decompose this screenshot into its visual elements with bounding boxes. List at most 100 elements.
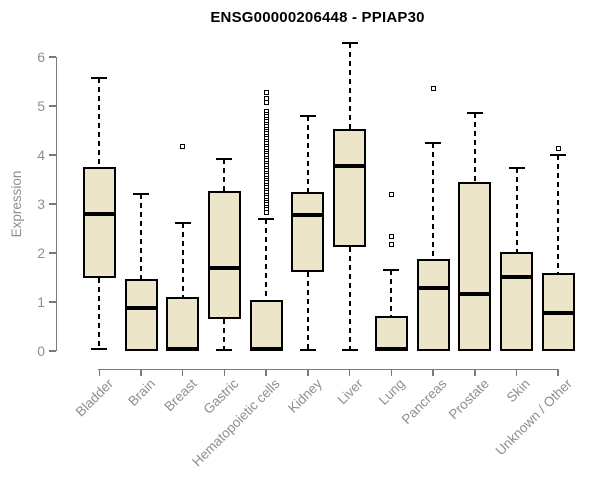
median-line — [249, 346, 283, 351]
box — [374, 315, 408, 351]
x-axis-tick — [307, 368, 309, 376]
y-tick-label: 5 — [37, 98, 45, 114]
upper-whisker-cap — [216, 158, 233, 161]
lower-whisker-cap — [91, 347, 108, 350]
y-tick-label: 2 — [37, 245, 45, 261]
upper-whisker-cap — [133, 193, 150, 196]
upper-whisker-cap — [341, 42, 358, 45]
box — [249, 299, 283, 351]
median-line — [166, 346, 200, 351]
box — [166, 296, 200, 351]
y-tick-label: 3 — [37, 196, 45, 212]
x-axis-tick — [181, 368, 184, 376]
median-line — [124, 305, 158, 310]
x-axis-tick — [348, 368, 351, 376]
x-category-label: Gastric — [200, 376, 242, 417]
outlier-point — [555, 145, 561, 151]
upper-whisker-cap — [550, 154, 567, 156]
box — [416, 259, 450, 351]
outlier-point — [430, 85, 436, 91]
lower-whisker-cap — [299, 349, 316, 352]
y-axis-tick — [49, 56, 56, 58]
y-tick-label: 4 — [37, 147, 45, 163]
median-line — [291, 212, 325, 217]
x-axis-tick — [557, 368, 559, 376]
outlier-point — [388, 241, 394, 247]
upper-whisker — [432, 142, 435, 260]
x-category-label: Brain — [124, 376, 158, 409]
median-line — [207, 266, 241, 271]
x-category-label: Kidney — [284, 376, 325, 416]
chart-title: ENSG00000206448 - PPIAP30 — [210, 9, 425, 26]
lower-whisker — [223, 319, 226, 350]
median-line — [500, 274, 533, 279]
upper-whisker — [98, 78, 101, 168]
outlier-point — [388, 191, 394, 197]
y-axis-line — [55, 57, 57, 351]
lower-whisker-cap — [216, 349, 233, 352]
median-line — [374, 346, 408, 351]
upper-whisker-cap — [508, 166, 525, 169]
upper-whisker — [306, 115, 309, 192]
x-axis-tick — [223, 368, 226, 376]
upper-whisker-cap — [91, 77, 108, 80]
x-category-label: Lung — [376, 376, 408, 408]
median-line — [82, 211, 116, 216]
upper-whisker — [515, 167, 518, 252]
x-axis-tick — [265, 368, 267, 376]
upper-whisker — [181, 222, 184, 297]
x-category-label: Bladder — [72, 376, 116, 420]
x-axis-tick — [390, 368, 393, 376]
outlier-point — [388, 234, 394, 240]
lower-whisker — [348, 247, 351, 350]
upper-whisker — [348, 43, 351, 129]
box — [82, 167, 116, 278]
y-tick-label: 0 — [37, 343, 45, 359]
upper-whisker-cap — [383, 269, 400, 272]
upper-whisker — [265, 218, 268, 300]
x-category-label: Unknown / Other — [492, 376, 575, 459]
x-category-label: Breast — [161, 376, 200, 415]
median-line — [458, 292, 492, 297]
x-axis-tick — [515, 368, 518, 376]
lower-whisker — [98, 277, 101, 349]
outlier-point — [263, 209, 269, 215]
box — [458, 181, 492, 351]
outlier-point — [263, 90, 269, 96]
upper-whisker-cap — [299, 114, 316, 117]
y-axis-tick — [49, 252, 56, 254]
upper-whisker — [473, 112, 476, 182]
y-axis-tick — [49, 203, 56, 205]
y-tick-label: 1 — [37, 294, 45, 310]
upper-whisker — [140, 194, 143, 279]
x-category-label: Liver — [334, 376, 367, 408]
upper-whisker-cap — [466, 111, 483, 114]
x-axis-tick — [474, 368, 476, 376]
lower-whisker-cap — [341, 349, 358, 352]
y-tick-label: 6 — [37, 49, 45, 65]
y-axis-tick — [49, 154, 56, 156]
box — [333, 128, 367, 248]
box — [124, 278, 158, 351]
box — [291, 191, 325, 273]
y-axis-tick — [49, 350, 56, 352]
box — [207, 190, 241, 320]
box — [500, 252, 533, 351]
upper-whisker — [223, 159, 226, 191]
upper-whisker-cap — [425, 141, 442, 144]
x-category-label: Prostate — [445, 376, 492, 423]
x-category-label: Skin — [503, 376, 534, 406]
median-line — [541, 310, 575, 315]
upper-whisker — [390, 270, 393, 316]
median-line — [416, 285, 450, 290]
outlier-point — [180, 143, 186, 149]
upper-whisker-cap — [174, 221, 191, 224]
median-line — [333, 163, 367, 168]
lower-whisker — [306, 272, 309, 351]
outlier-point — [263, 99, 269, 105]
y-axis-tick — [49, 301, 56, 303]
x-axis-tick — [98, 368, 101, 376]
x-axis-line — [98, 368, 560, 370]
upper-whisker — [557, 155, 560, 273]
